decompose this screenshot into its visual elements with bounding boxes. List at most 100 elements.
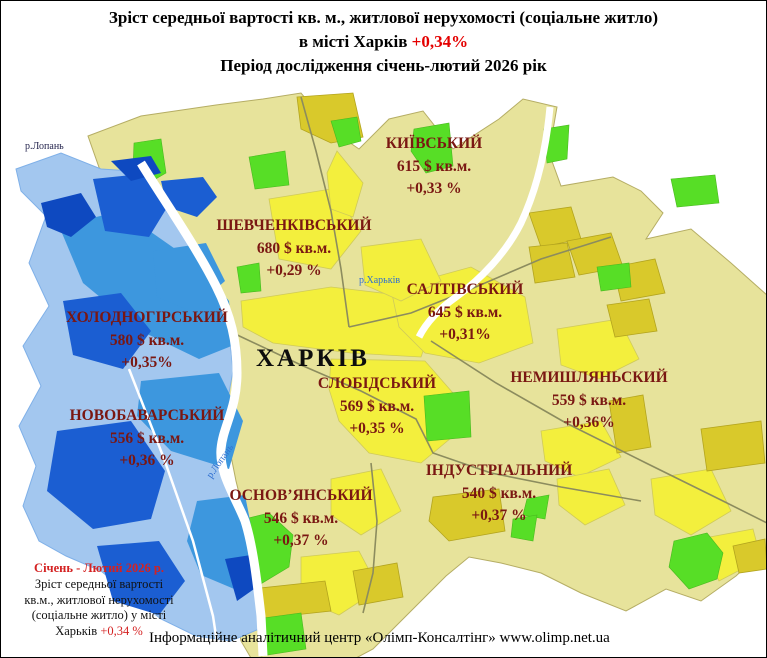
district-change: +0,36% [563, 414, 615, 431]
yellow-zone [540, 420, 622, 478]
green-patch [330, 116, 362, 148]
district-price: 615 $ кв.м. [396, 157, 472, 175]
river-label-kharkiv: р.Харьків [359, 275, 401, 286]
blue-parcel-dark [93, 173, 171, 237]
river-lopan-channel [137, 160, 268, 657]
blue-parcel-dark [63, 293, 151, 369]
green-patch [510, 514, 538, 542]
district-label-kholodnohirskyi: ХОЛОДНОГІРСЬКИЙ 580 $ кв.м. +0,35% [66, 307, 228, 375]
title-block: Зріст середньої вартості кв. м., житлово… [1, 6, 766, 78]
district-name: ШЕВЧЕНКІВСЬКИЙ [216, 217, 372, 234]
green-patch [670, 174, 720, 208]
district-name: ХОЛОДНОГІРСЬКИЙ [66, 309, 228, 326]
district-change: +0,35% [121, 354, 173, 371]
blue-parcel-dark [47, 421, 165, 529]
district-price: 645 $ кв.м. [427, 303, 503, 321]
legend-period: Січень - Лютий 2026 р. [34, 561, 164, 575]
legend-line-3: (соціальне житло) у місті [31, 608, 167, 623]
district-name: САЛТІВСЬКИЙ [406, 281, 524, 298]
legend-line-1: Зріст середньої вартості [34, 576, 164, 591]
district-price: 569 $ кв.м. [339, 397, 415, 415]
railway-line [127, 368, 221, 657]
green-patch [668, 532, 724, 590]
kharkiv-districts-map [15, 92, 766, 657]
rivers [127, 106, 554, 657]
district-label-nemyshlianskyi: НЕМИШЛЯНЬСКИЙ 559 $ кв.м. +0,36% [510, 367, 667, 435]
district-change: +0,37 % [471, 507, 527, 524]
legend-city: Харьків [55, 624, 101, 639]
district-name: ОСНОВ’ЯНСЬКИЙ [229, 487, 373, 504]
yellow-zone [390, 266, 534, 364]
mustard-parcel [528, 242, 576, 284]
district-price: 556 $ кв.м. [109, 429, 185, 447]
district-change: +0,35 % [349, 420, 405, 437]
green-patch [248, 150, 290, 190]
blue-parcel-medium [59, 211, 234, 359]
green-patch [423, 390, 472, 442]
mustard-parcel [608, 394, 652, 454]
blue-districts [15, 152, 260, 642]
district-price: 559 $ кв.м. [551, 391, 627, 409]
district-label-industrialnyi: ІНДУСТРІАЛЬНИЙ 540 $ кв.м. +0,37 % [426, 460, 573, 528]
district-price: 540 $ кв.м. [461, 484, 537, 502]
green-patch [236, 262, 262, 294]
blue-parcel-dark [97, 541, 185, 615]
title-line-2: в місті Харків +0,34% [1, 30, 766, 54]
district-label-novobavarskyi: НОВОБАВАРСЬКИЙ 556 $ кв.м. +0,36 % [70, 405, 225, 473]
blue-parcel-navy [41, 193, 96, 237]
mustard-parcel [732, 538, 766, 574]
title-line-3: Період дослідження січень-лютий 2026 рік [220, 56, 547, 75]
mustard-parcel [352, 562, 404, 606]
district-label-shevchenkivskyi: ШЕВЧЕНКІВСЬКИЙ 680 $ кв.м. +0,29 % [216, 215, 371, 283]
yellow-zone [650, 468, 732, 536]
district-price: 546 $ кв.м. [263, 509, 339, 527]
title-growth-value: +0,34% [411, 32, 469, 51]
district-change: +0,33 % [406, 180, 462, 197]
district-name: ІНДУСТРІАЛЬНИЙ [425, 462, 573, 479]
road [232, 332, 642, 502]
title-line-1: Зріст середньої вартості кв. м., житлово… [108, 8, 659, 27]
district-name: СЛОБІДСЬКИЙ [317, 375, 437, 392]
district-label-osnovianskyi: ОСНОВ’ЯНСЬКИЙ 546 $ кв.м. +0,37 % [229, 485, 372, 553]
district-label-slobidskyi: СЛОБІДСЬКИЙ 569 $ кв.м. +0,35 % [318, 373, 436, 441]
mustard-parcel [700, 420, 766, 472]
city-label: ХАРКІВ [256, 345, 370, 372]
river-kharkiv-channel [415, 106, 554, 339]
road [300, 96, 350, 328]
yellow-zone [360, 238, 442, 302]
river-label-lopan-north: р.Лопань [25, 141, 64, 152]
district-change: +0,36 % [119, 452, 175, 469]
green-patch [522, 494, 550, 520]
district-name: КИЇВСЬКИЙ [385, 135, 483, 152]
yellow-zone [330, 468, 402, 536]
blue-parcel-medium [153, 243, 225, 311]
green-patch [410, 122, 454, 174]
district-name: НОВОБАВАРСЬКИЙ [69, 407, 225, 424]
road [430, 340, 766, 524]
legend-growth-value: +0,34 % [100, 624, 143, 639]
district-change: +0,31% [439, 326, 491, 343]
legend-box: Січень - Лютий 2026 р. Зріст середньої в… [9, 561, 189, 640]
green-patch [596, 262, 632, 292]
mustard-parcel [428, 488, 506, 542]
blue-parcel-medium [137, 373, 243, 469]
blue-parcel-dark [161, 177, 217, 217]
district-price: 680 $ кв.м. [256, 239, 332, 257]
district-change: +0,29 % [266, 262, 322, 279]
yellow-zone [326, 150, 364, 218]
yellow-zone [240, 286, 434, 358]
legend-line-2: кв.м., житлової нерухомості [24, 592, 174, 607]
title-line-2-text: в місті Харків [298, 32, 412, 51]
district-label-kyivskyi: КИЇВСЬКИЙ 615 $ кв.м. +0,33 % [386, 133, 482, 201]
road [362, 462, 378, 614]
district-name: НЕМИШЛЯНЬСКИЙ [510, 369, 668, 386]
footer-text: Інформаційне аналітичний центр «Олімп-Ко… [149, 630, 610, 646]
blue-parcel-navy [225, 555, 257, 601]
mustard-parcel [606, 298, 658, 338]
district-price: 580 $ кв.м. [109, 331, 185, 349]
legend-line-4: Харьків +0,34 % [9, 624, 189, 640]
district-label-saltivskyi: САЛТІВСЬКИЙ 645 $ кв.м. +0,31% [407, 279, 524, 347]
yellow-zone [556, 468, 626, 526]
district-change: +0,37 % [273, 532, 329, 549]
